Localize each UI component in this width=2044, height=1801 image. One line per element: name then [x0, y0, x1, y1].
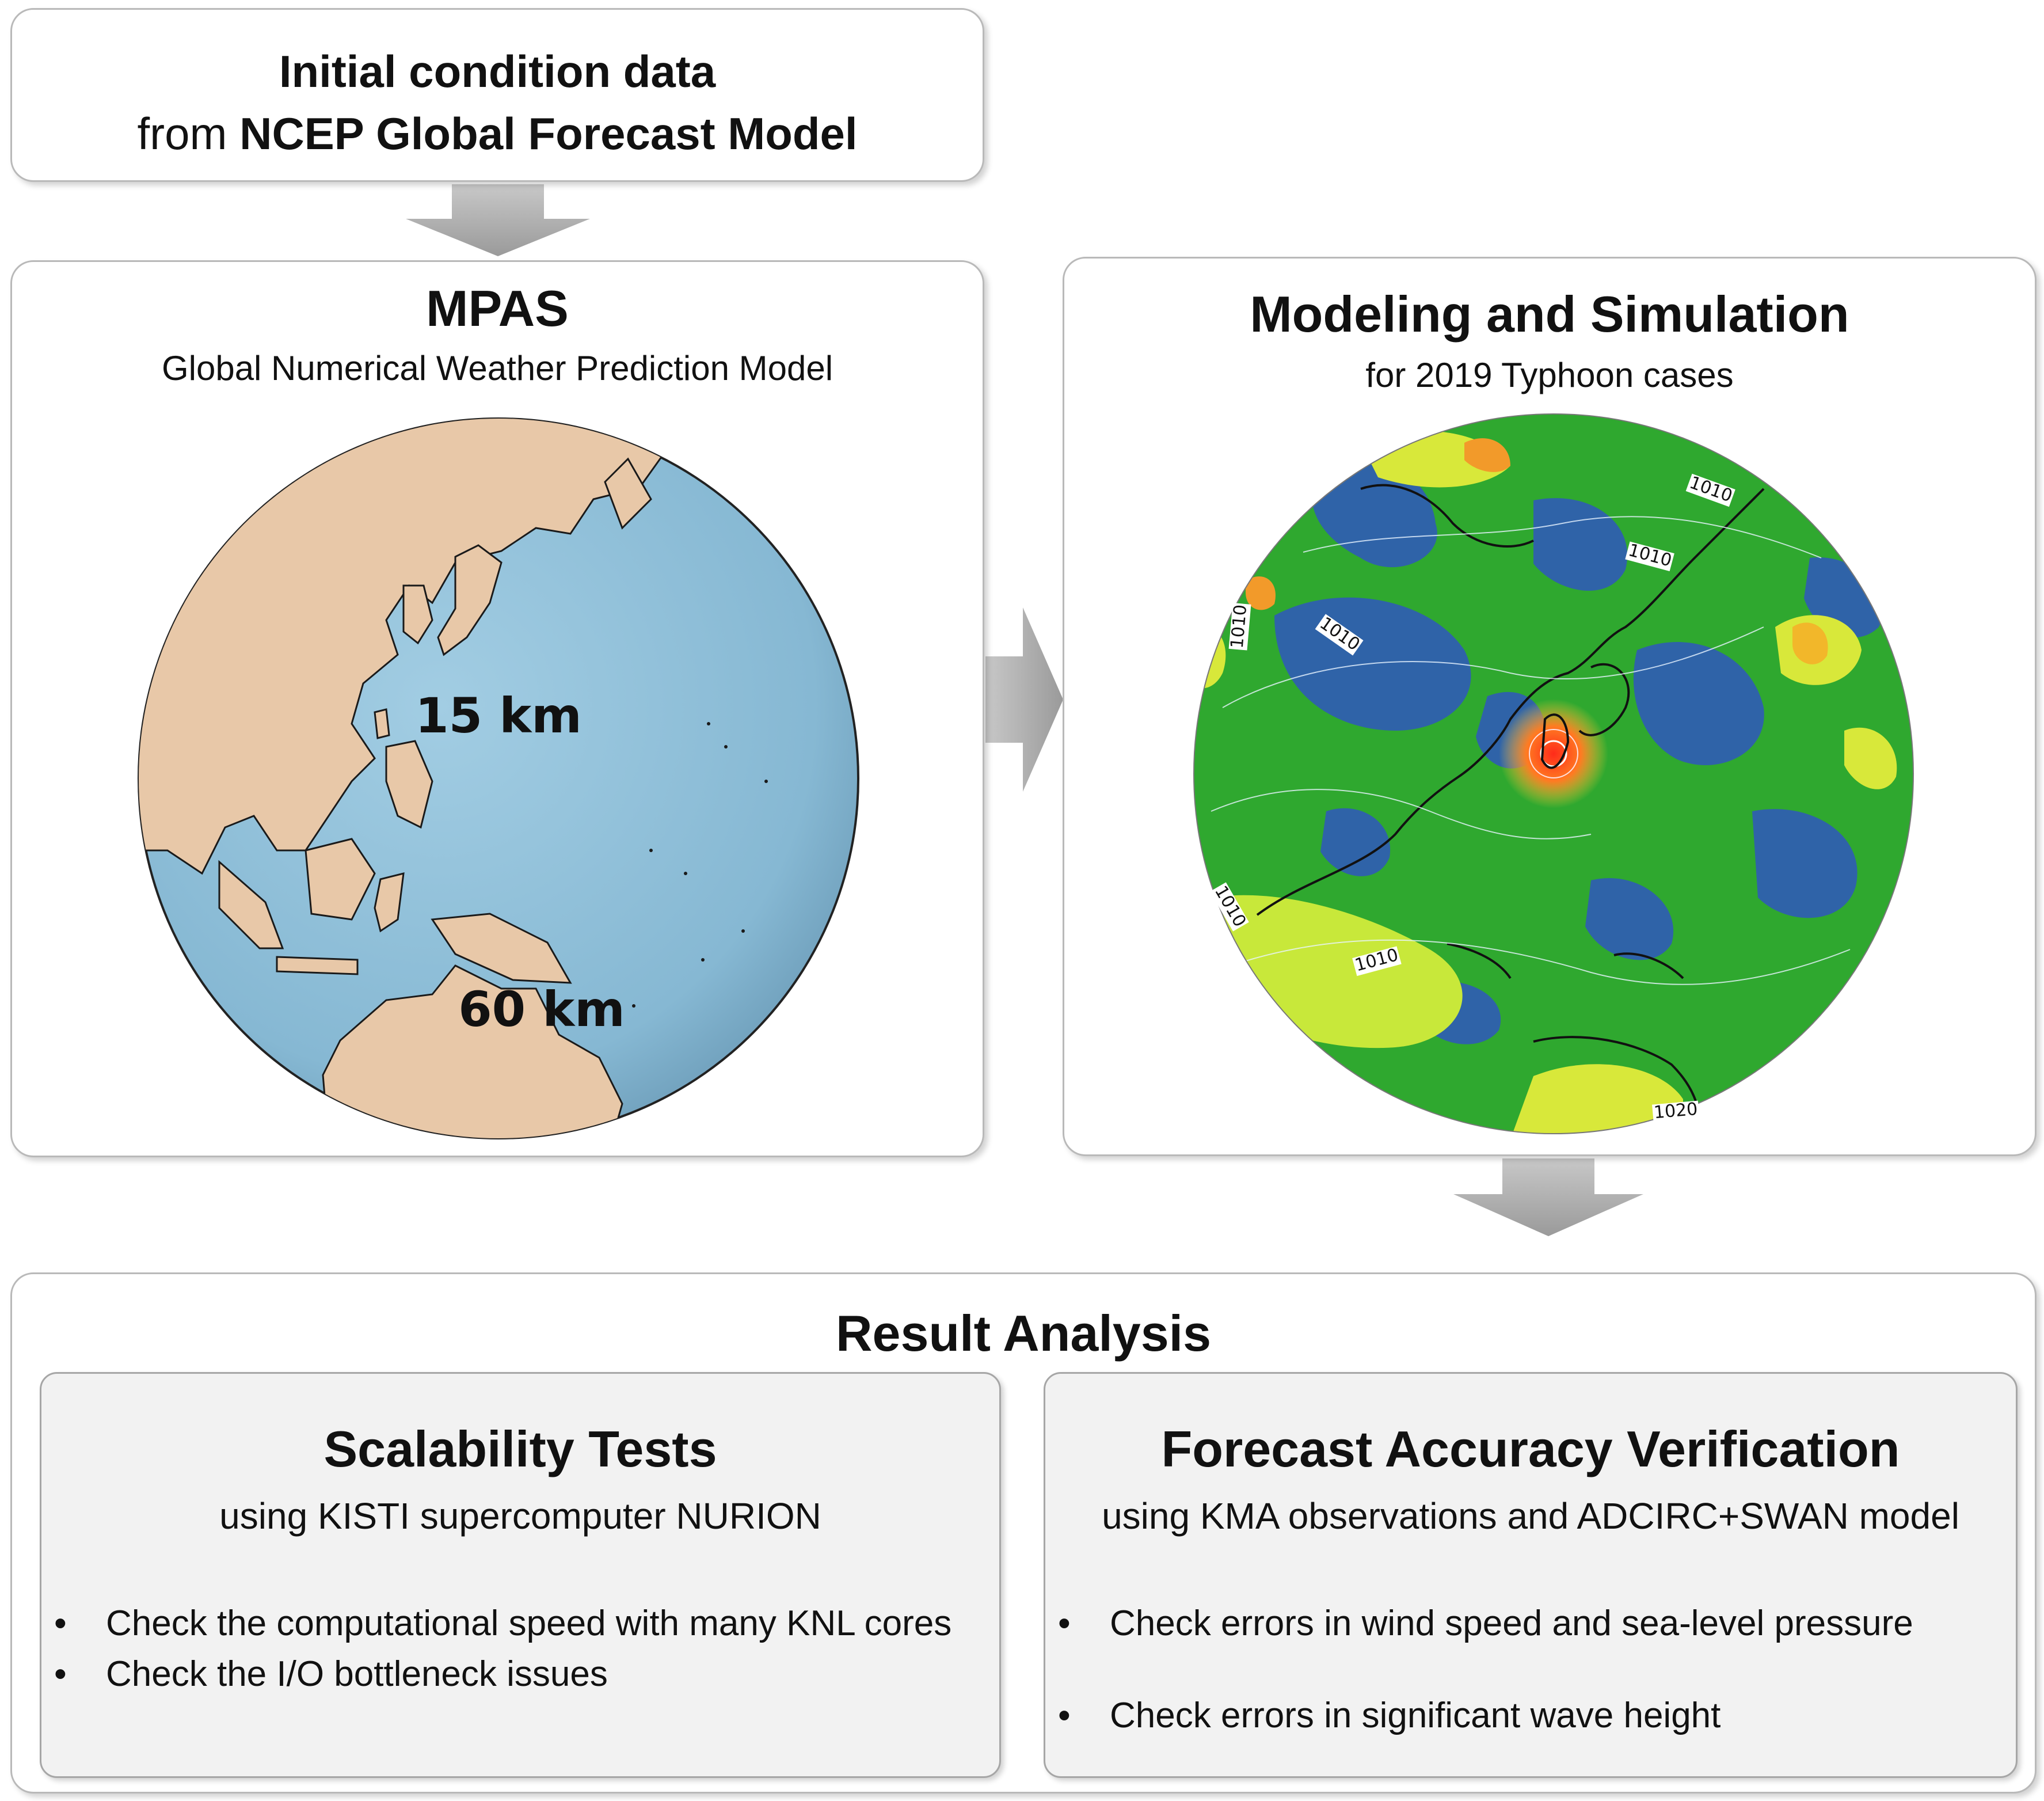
initial-condition-box: Initial condition data from NCEP Global … — [10, 8, 984, 182]
scalability-tests-box: Scalability Tests using KISTI supercompu… — [40, 1372, 1001, 1778]
mpas-title: MPAS — [426, 280, 569, 337]
bullet-icon: • — [1058, 1604, 1071, 1643]
modeling-simulation-box: Modeling and Simulation for 2019 Typhoon… — [1063, 257, 2037, 1156]
modeling-title: Modeling and Simulation — [1250, 286, 1849, 343]
simulation-field-globe: 1010 1010 1010 1010 1010 1010 1020 — [1193, 413, 1914, 1134]
result-analysis-box: Result Analysis Scalability Tests using … — [10, 1272, 2037, 1794]
mesh-label-coarse: 60 km — [458, 981, 625, 1038]
list-item: • Check errors in significant wave height — [1045, 1690, 2016, 1741]
forecast-accuracy-box: Forecast Accuracy Verification using KMA… — [1044, 1372, 2018, 1778]
bullet-text: Check errors in significant wave height — [1110, 1696, 1721, 1735]
modeling-subtitle: for 2019 Typhoon cases — [1365, 356, 1734, 394]
right-arrow-icon — [985, 607, 1063, 792]
bullet-icon: • — [54, 1654, 67, 1694]
forecast-title: Forecast Accuracy Verification — [1161, 1420, 1900, 1477]
forecast-subtitle: using KMA observations and ADCIRC+SWAN m… — [1102, 1495, 1959, 1537]
result-analysis-title: Result Analysis — [835, 1305, 1212, 1362]
typhoon-marker — [1499, 699, 1608, 808]
scalability-subtitle: using KISTI supercomputer NURION — [219, 1495, 821, 1537]
australia-landmass — [322, 964, 623, 1138]
contour-label: 1010 — [1227, 604, 1251, 649]
bullet-text: Check the computational speed with many … — [106, 1604, 952, 1643]
forecast-bullet-list: • Check errors in wind speed and sea-leve… — [1045, 1598, 2016, 1783]
mpas-mesh-globe: 15 km 60 km — [138, 417, 859, 1139]
bullet-icon: • — [1058, 1696, 1071, 1735]
bullet-text: Check the I/O bottleneck issues — [106, 1654, 608, 1694]
contour-label: 1020 — [1653, 1099, 1699, 1123]
mesh-label-fine: 15 km — [415, 687, 582, 744]
scalability-title: Scalability Tests — [323, 1420, 717, 1477]
scalability-bullet-list: • Check the computational speed with many… — [41, 1598, 999, 1700]
down-arrow-icon — [406, 184, 590, 256]
down-arrow-icon — [1453, 1158, 1643, 1236]
initial-condition-title: Initial condition data — [279, 46, 716, 97]
mpas-subtitle: Global Numerical Weather Prediction Mode… — [161, 349, 833, 387]
list-item: • Check the I/O bottleneck issues — [41, 1649, 999, 1700]
list-item: • Check errors in wind speed and sea-leve… — [1045, 1598, 2016, 1649]
source-name: NCEP Global Forecast Model — [239, 108, 858, 159]
bullet-text: Check errors in wind speed and sea-level… — [1110, 1604, 1913, 1643]
initial-condition-source: from NCEP Global Forecast Model — [12, 108, 983, 160]
list-item: • Check the computational speed with many… — [41, 1598, 999, 1649]
mpas-box: MPAS Global Numerical Weather Prediction… — [10, 260, 984, 1157]
bullet-icon: • — [54, 1604, 67, 1643]
source-prefix: from — [137, 108, 240, 159]
